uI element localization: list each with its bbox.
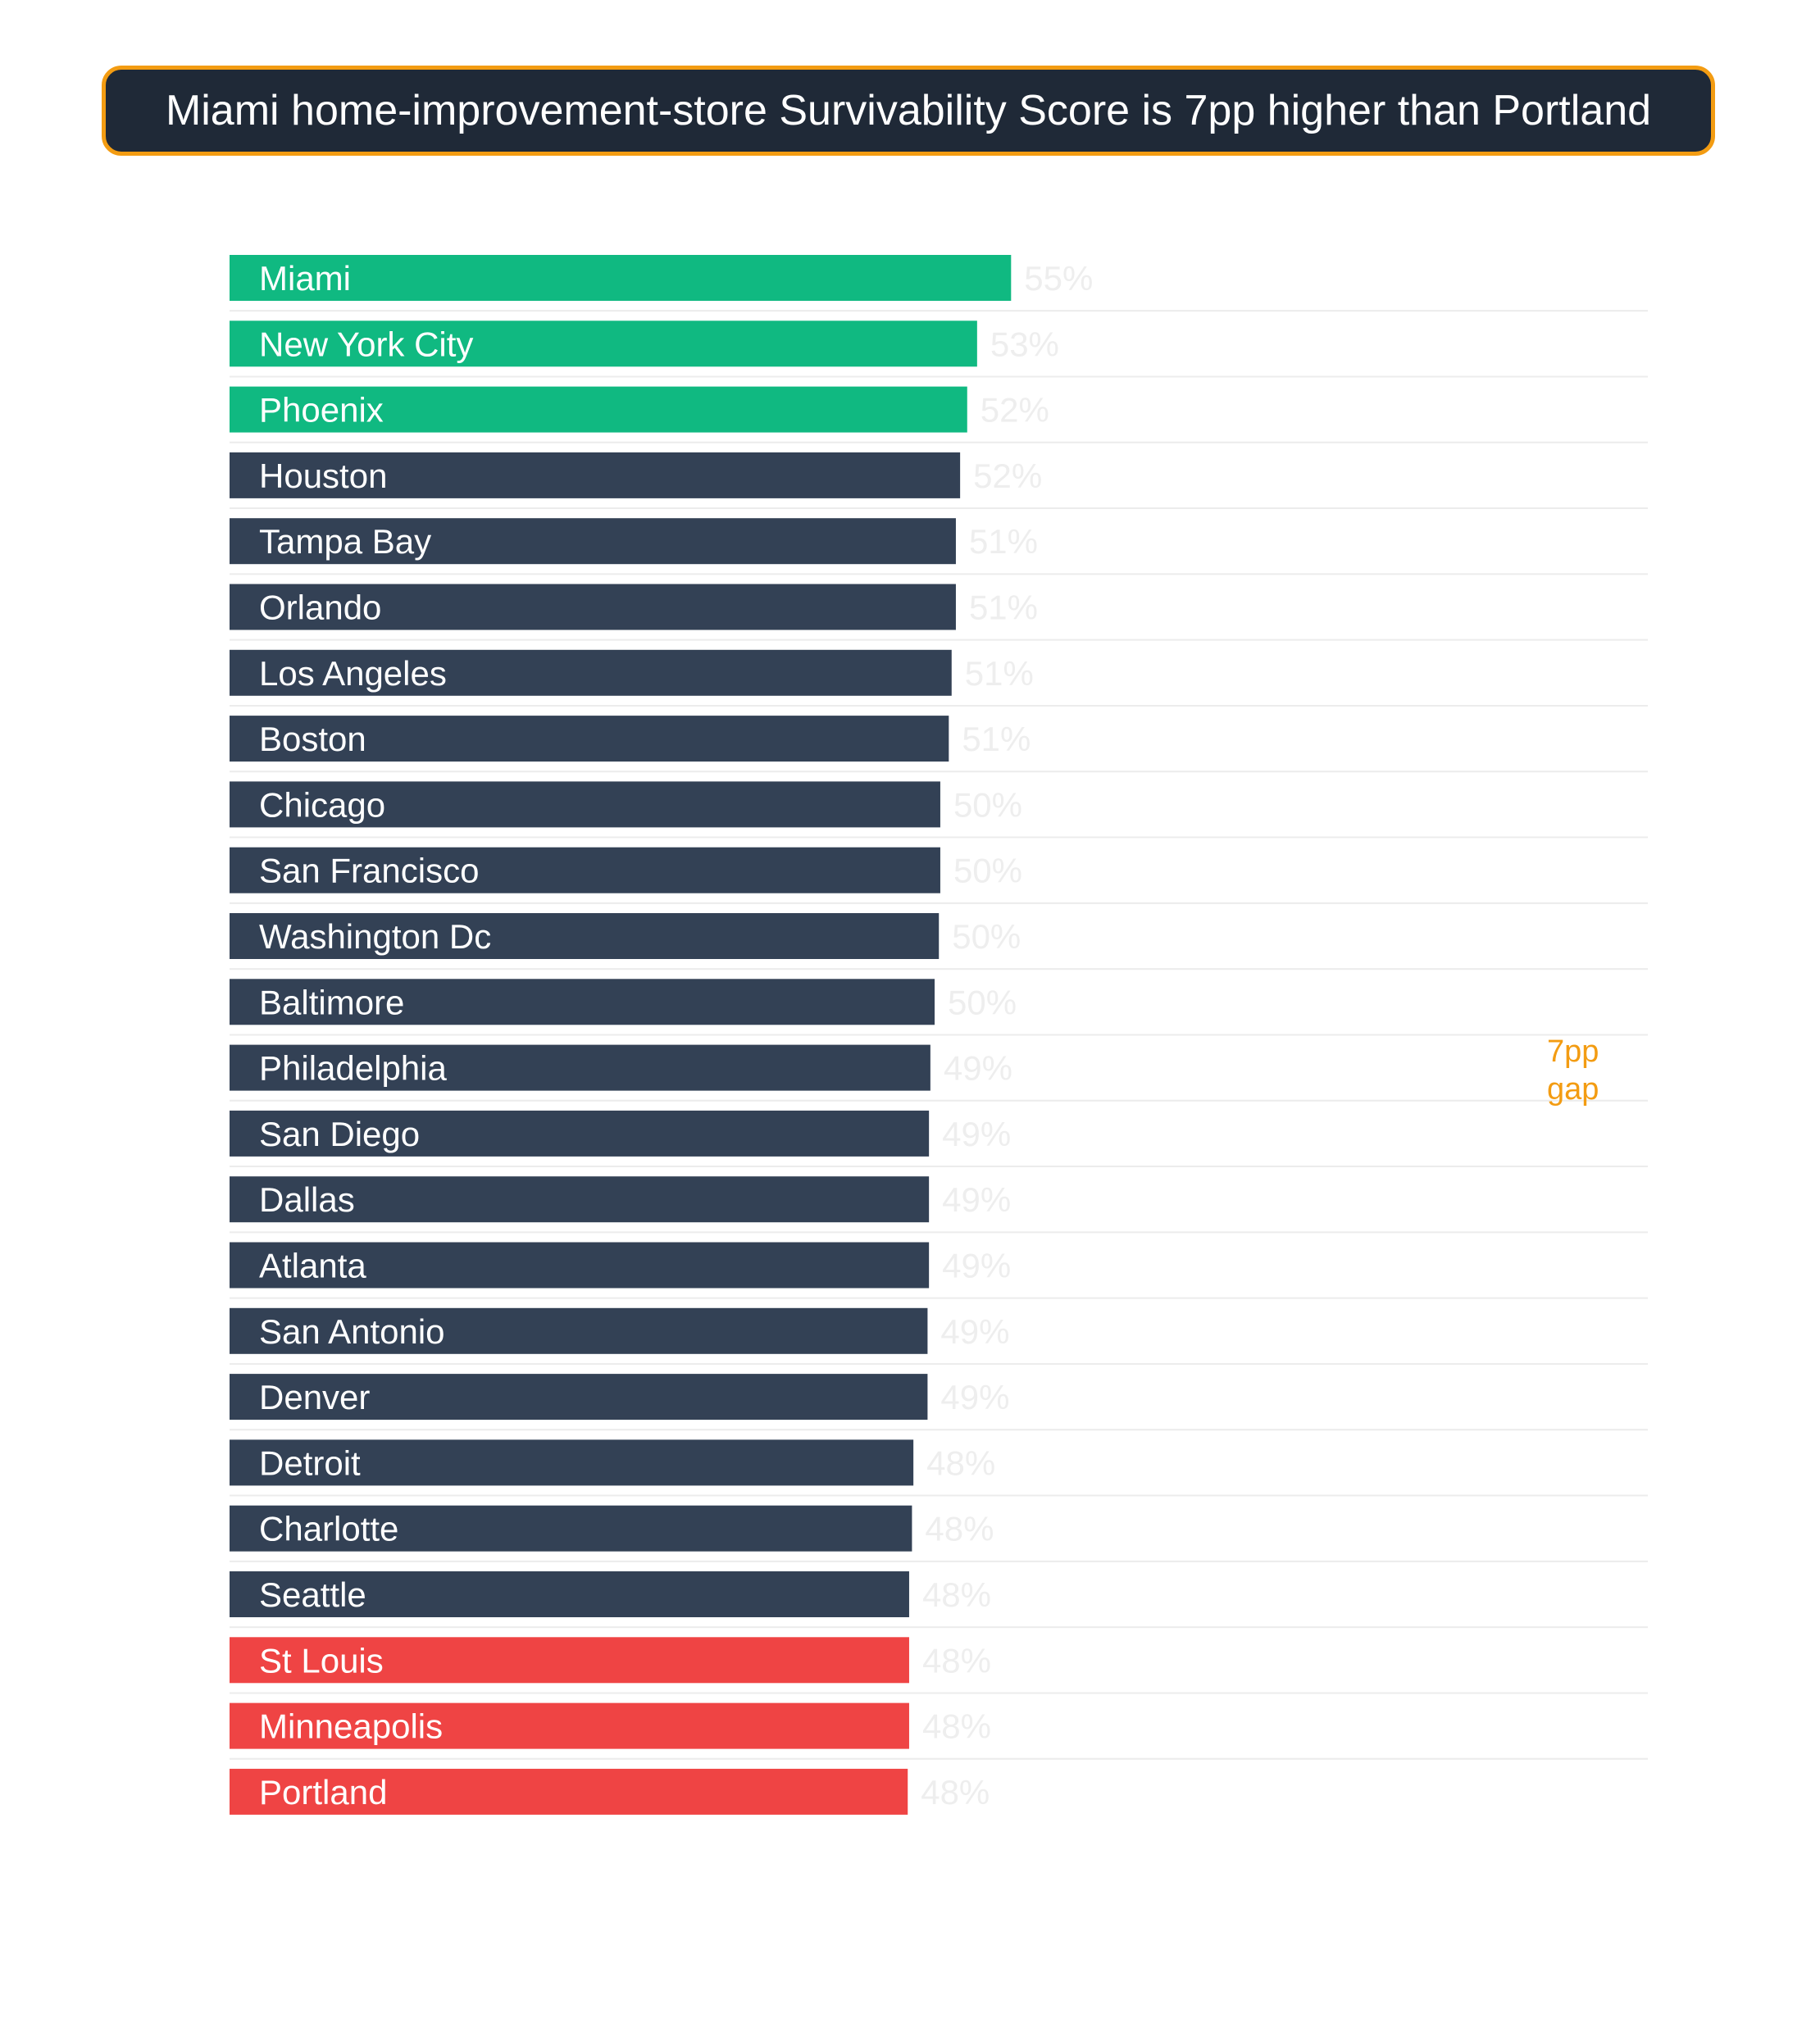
value-label: 53% bbox=[990, 325, 1059, 363]
bar bbox=[230, 1307, 928, 1354]
bar bbox=[230, 1505, 912, 1552]
category-label: Denver bbox=[259, 1378, 370, 1416]
bar bbox=[230, 1374, 928, 1421]
bar bbox=[230, 649, 952, 696]
value-label: 52% bbox=[981, 391, 1049, 430]
value-label: 49% bbox=[942, 1247, 1011, 1285]
category-label: Atlanta bbox=[259, 1247, 366, 1285]
value-label: 50% bbox=[953, 785, 1022, 824]
value-label: 55% bbox=[1024, 259, 1093, 298]
gap-annotation: 7pp gap bbox=[1547, 1034, 1599, 1107]
category-label: Houston bbox=[259, 457, 387, 495]
category-label: Boston bbox=[259, 720, 366, 758]
category-label: New York City bbox=[259, 325, 473, 363]
category-label: Philadelphia bbox=[259, 1049, 447, 1088]
category-label: St Louis bbox=[259, 1641, 384, 1680]
value-label: 49% bbox=[940, 1378, 1009, 1416]
bar bbox=[230, 1242, 930, 1289]
category-label: Charlotte bbox=[259, 1510, 398, 1548]
bar bbox=[230, 847, 940, 893]
value-label: 51% bbox=[969, 589, 1038, 627]
bar bbox=[230, 979, 935, 1025]
value-label: 49% bbox=[942, 1115, 1011, 1153]
category-label: Seattle bbox=[259, 1575, 366, 1614]
category-label: Detroit bbox=[259, 1443, 361, 1482]
value-label: 48% bbox=[926, 1443, 995, 1482]
bar bbox=[230, 1110, 930, 1157]
bar bbox=[230, 1768, 908, 1815]
bar bbox=[230, 1702, 909, 1749]
value-label: 50% bbox=[948, 983, 1017, 1021]
bar bbox=[230, 386, 967, 433]
value-label: 48% bbox=[921, 1773, 990, 1811]
value-label: 48% bbox=[922, 1641, 991, 1680]
value-label: 51% bbox=[965, 654, 1034, 693]
bar bbox=[230, 452, 961, 498]
category-label: Phoenix bbox=[259, 391, 384, 430]
category-label: Miami bbox=[259, 259, 351, 298]
category-label: San Francisco bbox=[259, 852, 479, 890]
chart-title: Miami home-improvement-store Survivabili… bbox=[165, 87, 1652, 134]
value-label: 49% bbox=[944, 1049, 1012, 1088]
value-label: 48% bbox=[922, 1707, 991, 1746]
bar bbox=[230, 716, 949, 762]
value-label: 49% bbox=[940, 1312, 1009, 1351]
bar bbox=[230, 584, 956, 630]
category-label: Washington Dc bbox=[259, 917, 491, 956]
value-label: 50% bbox=[953, 852, 1022, 890]
bar bbox=[230, 1176, 930, 1223]
bar bbox=[230, 781, 940, 828]
value-label: 49% bbox=[942, 1180, 1011, 1219]
bar bbox=[230, 255, 1012, 301]
bar bbox=[230, 1571, 909, 1617]
value-label: 51% bbox=[969, 522, 1038, 561]
category-label: Dallas bbox=[259, 1180, 355, 1219]
category-label: Baltimore bbox=[259, 983, 404, 1021]
bar bbox=[230, 518, 956, 565]
category-label: Portland bbox=[259, 1773, 387, 1811]
value-label: 50% bbox=[952, 917, 1021, 956]
title-box: Miami home-improvement-store Survivabili… bbox=[102, 66, 1715, 156]
bar bbox=[230, 913, 940, 959]
category-label: Los Angeles bbox=[259, 654, 447, 693]
category-label: Orlando bbox=[259, 589, 381, 627]
category-label: San Antonio bbox=[259, 1312, 445, 1351]
bar bbox=[230, 1439, 914, 1486]
value-label: 51% bbox=[962, 720, 1031, 758]
value-label: 52% bbox=[973, 457, 1042, 495]
bar bbox=[230, 320, 977, 367]
category-label: Chicago bbox=[259, 785, 385, 824]
category-label: San Diego bbox=[259, 1115, 420, 1153]
value-label: 48% bbox=[925, 1510, 994, 1548]
category-label: Tampa Bay bbox=[259, 522, 431, 561]
category-label: Minneapolis bbox=[259, 1707, 443, 1746]
value-label: 48% bbox=[922, 1575, 991, 1614]
bar bbox=[230, 1044, 930, 1091]
bar bbox=[230, 1637, 909, 1684]
